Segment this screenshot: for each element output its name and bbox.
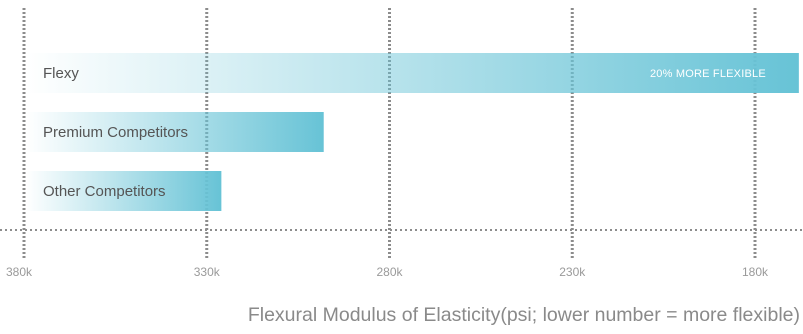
x-axis-title: Flexural Modulus of Elasticity(psi; lowe… — [248, 304, 800, 326]
bar-flexy — [26, 53, 799, 93]
x-tick-label: 280k — [376, 265, 403, 279]
grid-layer — [22, 8, 757, 260]
x-axis: 380k 330k 280k 230k 180k — [0, 229, 803, 279]
category-label: Other Competitors — [43, 183, 166, 200]
category-label: Flexy — [43, 65, 79, 82]
bar-premium-competitors — [26, 112, 324, 152]
bar-layer — [26, 53, 799, 211]
x-tick-label: 180k — [742, 265, 769, 279]
x-tick-label: 380k — [6, 265, 33, 279]
category-label: Premium Competitors — [43, 124, 188, 141]
bar-other-competitors — [26, 171, 222, 211]
label-layer: Flexy Premium Competitors Other Competitor… — [43, 65, 766, 200]
x-tick-label: 330k — [194, 265, 221, 279]
x-tick-label: 230k — [559, 265, 586, 279]
bar-annotation: 20% MORE FLEXIBLE — [650, 68, 766, 80]
